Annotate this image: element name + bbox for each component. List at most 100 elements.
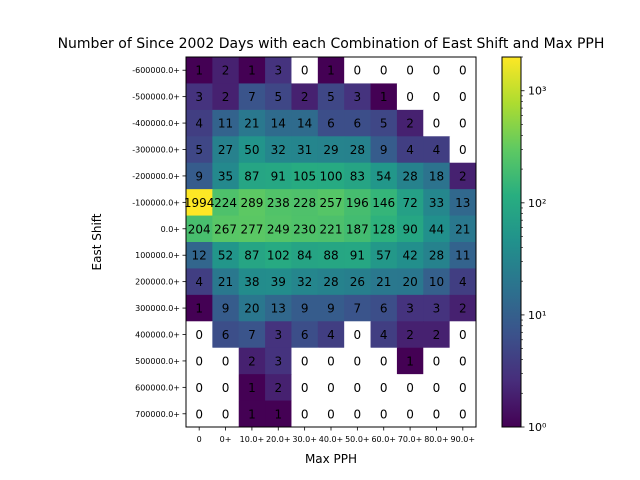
heatmap-cell [370,294,398,322]
heatmap-cell-value: 224 [214,196,237,210]
heatmap-cell-value: 12 [192,249,207,263]
heatmap-cell-value: 0 [327,407,335,421]
x-tick-label: 60.0+ [371,435,396,444]
heatmap-cell-value: 2 [459,302,467,316]
heatmap-cell [370,321,398,349]
heatmap-cell-value: 39 [271,275,286,289]
heatmap-cell-value: 187 [346,222,369,236]
heatmap-cell-value: 0 [380,354,388,368]
heatmap-cell [344,109,372,137]
heatmap-cell [212,57,240,84]
y-tick-label: -200000.0+ [132,172,180,181]
heatmap-cell-value: 0 [380,381,388,395]
heatmap-cell [317,136,345,164]
y-tick-label: 400000.0+ [135,331,180,340]
heatmap-cell-value: 3 [274,328,282,342]
heatmap-cell [396,215,424,243]
heatmap-cell-value: 14 [271,117,286,131]
heatmap-cell-value: 0 [354,407,362,421]
heatmap-cell-value: 0 [195,407,203,421]
x-tick-label: 30.0+ [292,435,317,444]
heatmap-cell [423,189,451,217]
x-axis-ticks: 0 0+ 10.0+ 20.0+ 30.0+ 40.0+ 50.0+ 60.0+ 70.0+ 80… [197,427,475,444]
heatmap-cell [370,242,398,269]
heatmap-cell-value: 0 [459,64,467,78]
heatmap-cell [370,215,398,243]
heatmap-cell-value: 2 [222,64,230,78]
heatmap-cell [423,136,451,164]
heatmap-cell [370,268,398,296]
heatmap-cell-value: 10 [429,275,444,289]
heatmap-cell-value: 102 [267,249,290,263]
heatmap-cell-value: 9 [222,302,230,316]
heatmap-cell [423,294,451,322]
heatmap-cell [212,189,240,217]
heatmap-cell-value: 0 [459,381,467,395]
heatmap-cell-value: 221 [320,222,343,236]
heatmap-cell-value: 90 [402,222,417,236]
heatmap-cell-value: 3 [274,64,282,78]
heatmap-cell [291,294,319,322]
heatmap-cell [396,242,424,269]
heatmap-cell [186,347,213,375]
heatmap-cell [291,321,319,349]
heatmap-cell-value: 0 [459,143,467,157]
heatmap-cell [317,242,345,269]
heatmap-cell-value: 13 [455,196,470,210]
heatmap-cell [317,109,345,137]
heatmap-cell [344,57,372,84]
heatmap-cell [344,321,372,349]
heatmap-cell-value: 267 [214,222,237,236]
heatmap-cell [238,321,266,349]
heatmap-cell-value: 2 [459,169,467,183]
heatmap-cell-value: 3 [195,90,203,104]
heatmap-cell-value: 27 [218,143,233,157]
heatmap-cell [265,189,292,217]
heatmap-cell [396,189,424,217]
x-tick-label: 50.0+ [345,435,370,444]
heatmap-cell [344,374,372,402]
x-tick-label: 90.0+ [451,435,476,444]
colorbar-tick-label: 10⁰ [528,421,547,434]
x-axis-label: Max PPH [305,452,357,466]
heatmap-cell [212,83,240,111]
heatmap-cell-value: 0 [459,328,467,342]
heatmap-cell-value: 83 [350,169,365,183]
y-axis-label: East Shift [90,213,104,270]
heatmap-cell-value: 2 [274,381,282,395]
heatmap-cell [291,162,319,190]
heatmap-cell-value: 0 [301,407,309,421]
heatmap-cell [344,162,372,190]
colorbar-tick-label: 10¹ [528,309,546,322]
heatmap-cell [186,294,213,322]
heatmap-cell [370,400,398,428]
heatmap-cell [265,321,292,349]
heatmap-cell [317,321,345,349]
heatmap-cell-value: 1 [380,90,388,104]
heatmap-cell [449,374,477,402]
heatmap-cell-value: 5 [380,117,388,131]
heatmap-cell-value: 0 [433,90,441,104]
heatmap-cell [212,136,240,164]
heatmap-cell-value: 1 [195,302,203,316]
heatmap-cell [396,321,424,349]
heatmap-cell-value: 0 [380,407,388,421]
colorbar-ticks: 10⁰ 10¹ 10² 10³ [521,56,547,434]
heatmap-cell [449,83,477,111]
heatmap-cell-value: 18 [429,169,444,183]
heatmap-cell-value: 4 [327,328,335,342]
heatmap-cell-value: 52 [218,249,233,263]
heatmap-cell [449,321,477,349]
heatmap-cell [344,215,372,243]
heatmap-cell [186,242,213,269]
heatmap-cell [265,57,292,84]
heatmap-cell-value: 228 [293,196,316,210]
heatmap-cell [238,189,266,217]
heatmap-cell [186,215,213,243]
heatmap-cell-value: 9 [327,302,335,316]
heatmap-cell [449,162,477,190]
heatmap-cell [291,215,319,243]
heatmap-cell [265,242,292,269]
y-tick-label: -100000.0+ [132,198,180,207]
